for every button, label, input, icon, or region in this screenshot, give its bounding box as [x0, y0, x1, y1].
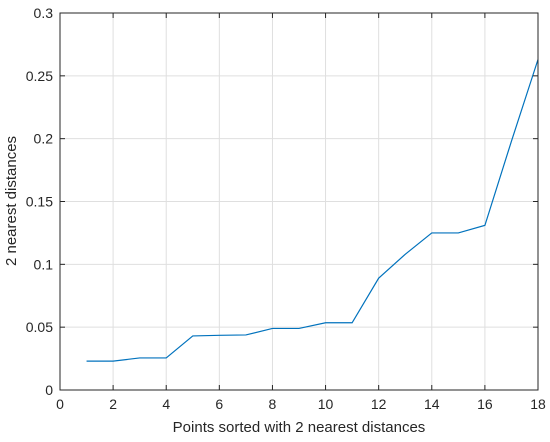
y-tick-label: 0.05: [26, 319, 53, 335]
y-tick-label: 0.2: [34, 131, 54, 147]
x-axis-title: Points sorted with 2 nearest distances: [173, 419, 426, 436]
y-tick-label: 0.3: [34, 5, 54, 21]
x-tick-label: 12: [371, 396, 387, 412]
ticks: [59, 12, 539, 391]
x-tick-label: 0: [56, 396, 64, 412]
y-tick-label: 0.25: [26, 68, 53, 84]
x-tick-label: 6: [215, 396, 223, 412]
x-tick-label: 14: [424, 396, 440, 412]
y-tick-label: 0.15: [26, 194, 53, 210]
grid: [60, 13, 538, 390]
x-tick-label: 16: [477, 396, 493, 412]
series-line: [86, 59, 539, 362]
y-tick-label: 0: [45, 382, 53, 398]
y-tick-label: 0.1: [34, 256, 54, 272]
x-tick-label: 4: [162, 396, 170, 412]
x-tick-label: 10: [318, 396, 334, 412]
y-axis-title: 2 nearest distances: [3, 136, 20, 266]
tick-labels: 0 2 4 6 8 10 12 14 16 18 0 0.05 0.1 0.15 0.2 0.25 0.3: [26, 5, 546, 412]
x-tick-label: 18: [530, 396, 546, 412]
x-tick-label: 2: [109, 396, 117, 412]
x-tick-label: 8: [269, 396, 277, 412]
